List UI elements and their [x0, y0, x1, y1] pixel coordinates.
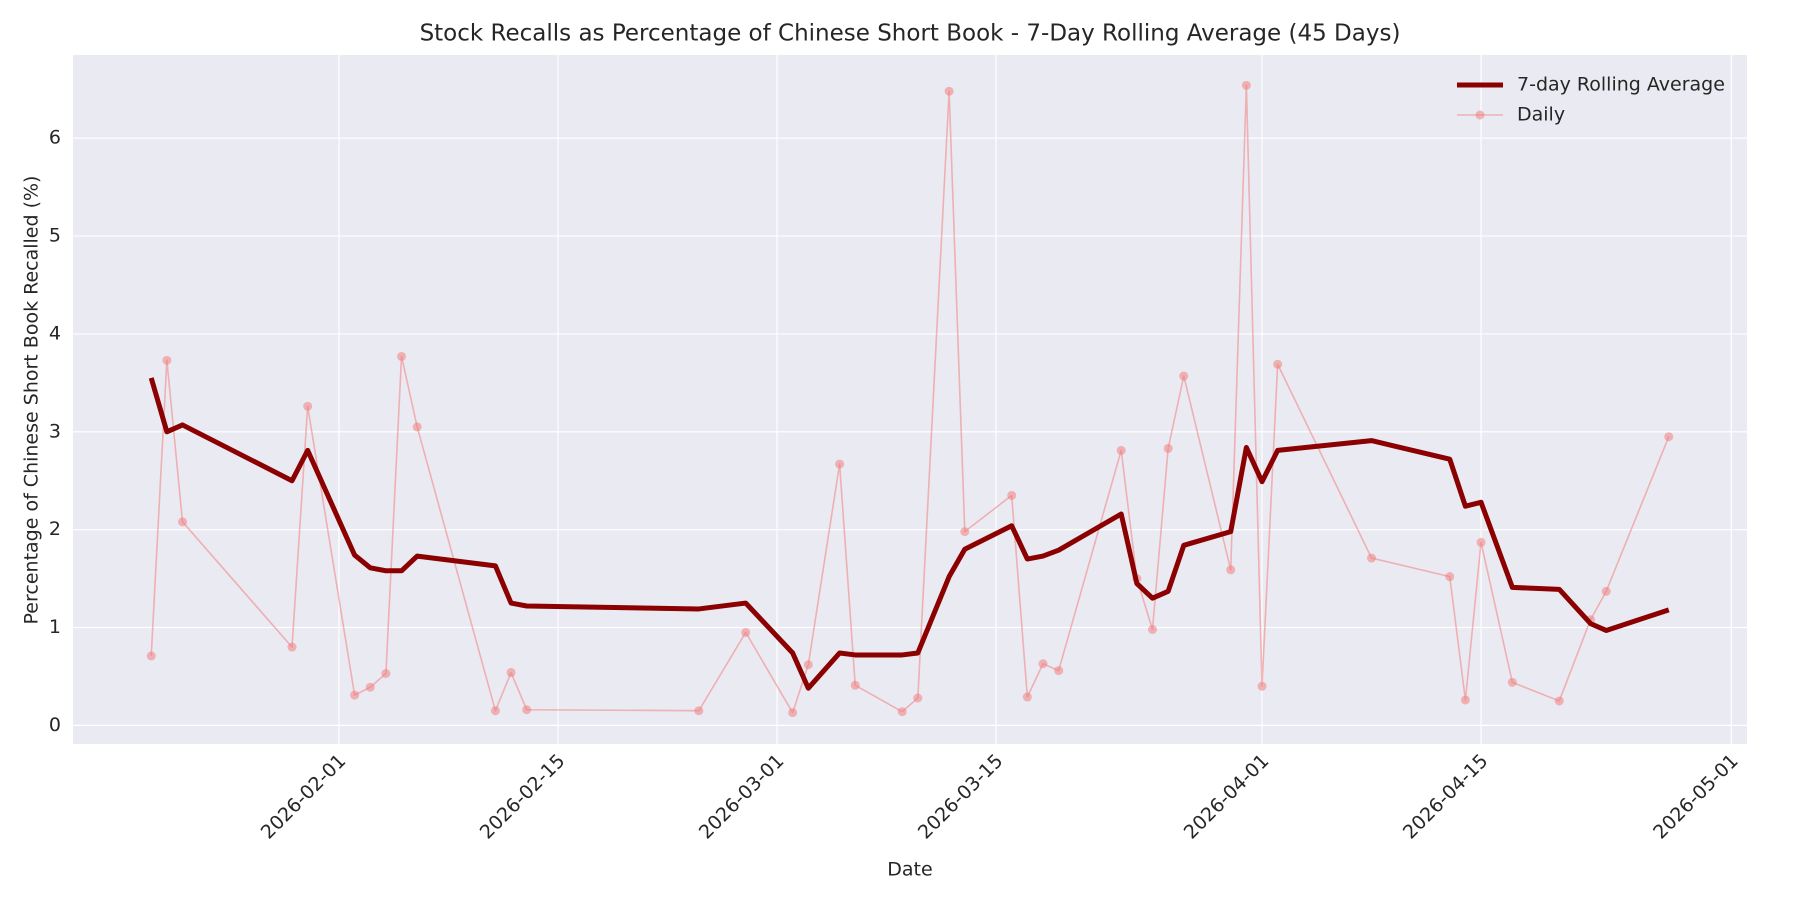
legend-label: Daily: [1517, 104, 1565, 126]
daily-point: [944, 86, 954, 96]
daily-point: [897, 707, 907, 717]
daily-point: [178, 517, 188, 527]
y-tick-label: 5: [49, 225, 61, 247]
daily-point: [506, 668, 516, 678]
y-axis-label: Percentage of Chinese Short Book Recalle…: [21, 176, 43, 625]
daily-point: [913, 693, 923, 703]
daily-point: [960, 527, 970, 537]
daily-point: [1445, 572, 1455, 582]
x-tick-label: 2026-04-15: [1399, 750, 1493, 844]
x-tick-label: 2026-04-01: [1180, 750, 1274, 844]
daily-point: [850, 680, 860, 690]
plot-area: [73, 55, 1747, 744]
y-tick-label: 1: [49, 616, 61, 638]
daily-point: [694, 706, 704, 716]
y-tick-label: 0: [49, 714, 61, 736]
daily-point: [1226, 565, 1236, 575]
daily-point: [1147, 624, 1157, 634]
daily-point: [788, 708, 798, 718]
daily-point: [1054, 666, 1064, 676]
y-tick-label: 2: [49, 518, 61, 540]
daily-point: [522, 705, 532, 715]
rolling-average-line: [148, 377, 1670, 691]
daily-point: [287, 642, 297, 652]
daily-point: [397, 351, 407, 361]
daily-point: [350, 690, 360, 700]
daily-point: [381, 669, 391, 679]
legend-marker: [1475, 110, 1485, 120]
x-tick-label: 2026-02-15: [476, 750, 570, 844]
daily-point: [1257, 681, 1267, 691]
daily-point: [835, 459, 845, 469]
daily-point: [1007, 490, 1017, 500]
daily-point: [1664, 432, 1674, 442]
daily-point: [490, 706, 500, 716]
daily-point: [1241, 80, 1251, 90]
daily-point: [1022, 692, 1032, 702]
daily-point: [303, 401, 313, 411]
daily-point: [1116, 445, 1126, 455]
y-tick-label: 6: [49, 127, 61, 149]
daily-point: [1554, 696, 1564, 706]
daily-point: [1601, 586, 1611, 596]
daily-point: [162, 355, 172, 365]
x-tick-label: 2026-03-01: [695, 750, 789, 844]
daily-point: [1367, 553, 1377, 563]
daily-point: [1179, 371, 1189, 381]
daily-point: [1507, 677, 1517, 687]
daily-point: [1476, 537, 1486, 547]
daily-point: [741, 627, 751, 637]
daily-point: [146, 651, 156, 661]
daily-point: [365, 682, 375, 692]
x-tick-label: 2026-02-01: [257, 750, 351, 844]
x-tick-label: 2026-03-15: [914, 750, 1008, 844]
chart-title: Stock Recalls as Percentage of Chinese S…: [420, 21, 1401, 47]
daily-point: [1163, 443, 1173, 453]
daily-point: [412, 422, 422, 432]
y-tick-label: 4: [49, 322, 61, 344]
daily-point: [1038, 659, 1048, 669]
y-tick-label: 3: [49, 420, 61, 442]
daily-point: [1273, 359, 1283, 369]
x-axis-label: Date: [887, 859, 932, 881]
daily-point: [803, 660, 813, 670]
x-tick-label: 2026-05-01: [1649, 750, 1743, 844]
daily-point: [1460, 695, 1470, 705]
legend-label: 7-day Rolling Average: [1517, 74, 1725, 96]
